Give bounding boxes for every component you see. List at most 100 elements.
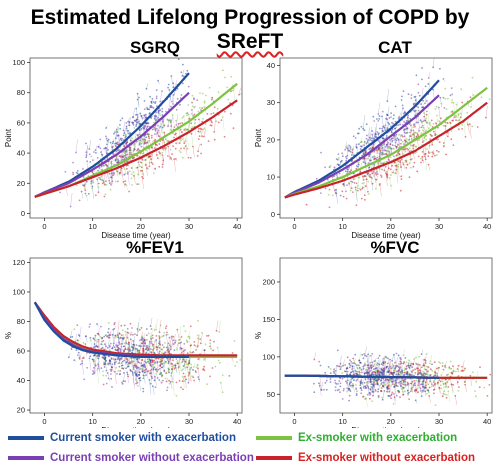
- data-point: [189, 157, 192, 159]
- data-point-link: [145, 371, 148, 376]
- data-point: [408, 359, 410, 362]
- data-point: [369, 174, 371, 176]
- data-point: [79, 363, 82, 366]
- data-point: [425, 129, 428, 132]
- data-point: [375, 379, 378, 382]
- data-point: [346, 356, 349, 359]
- data-point: [145, 374, 147, 377]
- data-point: [343, 184, 345, 187]
- data-point: [373, 150, 375, 153]
- data-point-link: [94, 359, 97, 373]
- data-point: [123, 342, 126, 344]
- data-point: [374, 132, 377, 135]
- data-point: [421, 78, 423, 81]
- data-point: [409, 131, 411, 134]
- data-point: [140, 166, 143, 169]
- data-point: [349, 373, 351, 376]
- data-point: [92, 159, 94, 162]
- data-point: [404, 357, 407, 359]
- data-point: [120, 334, 123, 336]
- data-point: [414, 384, 417, 387]
- data-point-link: [173, 159, 176, 172]
- data-point: [107, 138, 110, 141]
- data-point: [182, 63, 184, 66]
- data-point: [130, 167, 133, 169]
- data-point-link: [332, 184, 335, 190]
- data-point: [138, 377, 140, 380]
- data-point: [392, 380, 394, 383]
- data-point: [418, 355, 420, 358]
- data-point: [117, 348, 120, 351]
- data-point: [180, 94, 183, 96]
- data-point: [469, 96, 472, 99]
- data-point-link: [136, 119, 139, 124]
- data-point: [135, 118, 138, 121]
- data-point: [333, 368, 335, 371]
- data-point: [93, 343, 96, 345]
- data-point: [158, 368, 161, 370]
- data-point: [447, 386, 450, 388]
- data-point: [412, 165, 415, 168]
- data-point: [119, 124, 121, 126]
- data-point: [140, 327, 143, 329]
- data-point-link: [422, 358, 425, 366]
- data-point: [395, 384, 397, 387]
- data-point: [221, 374, 224, 377]
- data-point: [102, 383, 105, 386]
- data-point: [364, 151, 367, 154]
- data-point: [138, 357, 141, 360]
- data-point: [223, 135, 226, 138]
- data-point: [410, 124, 412, 127]
- data-point: [127, 120, 129, 123]
- data-point: [397, 160, 400, 163]
- data-point-link: [167, 146, 170, 161]
- data-point: [438, 141, 441, 144]
- data-point: [404, 390, 406, 393]
- data-point-link: [363, 144, 366, 146]
- data-point: [360, 125, 363, 128]
- data-point: [125, 342, 128, 344]
- data-point: [355, 143, 358, 146]
- data-point-link: [220, 382, 223, 392]
- data-point: [203, 349, 206, 352]
- data-point: [155, 335, 158, 337]
- x-tick-label: 10: [338, 222, 346, 231]
- data-point: [84, 343, 87, 345]
- data-point: [231, 352, 234, 354]
- data-point-link: [189, 369, 192, 383]
- data-point: [167, 348, 170, 351]
- data-point: [421, 155, 424, 158]
- data-point: [194, 122, 197, 125]
- data-point-link: [348, 183, 351, 189]
- data-point-link: [142, 365, 145, 377]
- data-point: [89, 161, 92, 163]
- data-point: [104, 193, 107, 196]
- data-point: [397, 154, 399, 156]
- data-point: [181, 380, 184, 383]
- data-point: [374, 360, 376, 362]
- data-point: [143, 339, 146, 342]
- data-point: [111, 363, 114, 366]
- data-point: [325, 388, 328, 391]
- data-point: [407, 364, 410, 367]
- figure-title-emph: SReFT: [216, 30, 284, 53]
- data-point: [446, 135, 449, 138]
- data-point: [442, 142, 445, 144]
- data-point: [450, 130, 453, 132]
- data-point: [354, 353, 357, 356]
- data-point: [336, 174, 338, 176]
- data-point: [377, 388, 380, 391]
- data-point-link: [345, 381, 348, 387]
- data-point: [108, 172, 111, 175]
- data-point: [149, 362, 151, 365]
- data-point: [329, 372, 332, 375]
- data-point-link: [192, 146, 195, 158]
- data-point: [118, 332, 121, 335]
- data-point: [393, 392, 395, 395]
- data-point: [339, 377, 341, 380]
- data-point: [165, 138, 167, 141]
- data-point-link: [100, 150, 103, 153]
- data-point: [345, 380, 347, 383]
- data-point: [114, 359, 117, 361]
- data-point-link: [369, 174, 372, 179]
